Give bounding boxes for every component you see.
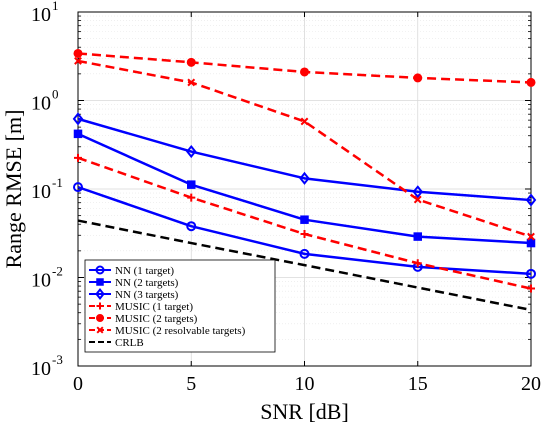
series-line xyxy=(77,185,532,276)
data-point xyxy=(300,67,309,77)
legend-swatch-marker xyxy=(95,288,105,300)
legend-item: MUSIC (2 targets) xyxy=(89,313,198,325)
legend-item: CRLB xyxy=(89,337,144,349)
data-point xyxy=(527,284,535,293)
series-line xyxy=(77,117,532,202)
series-nn-2-targets xyxy=(73,129,536,248)
legend-label: NN (3 targets) xyxy=(115,289,179,301)
y-tick-exponent: 1 xyxy=(52,0,59,13)
y-axis-title: Range RMSE [m] xyxy=(1,110,26,269)
series xyxy=(72,48,537,312)
y-tick-label: 10 xyxy=(31,358,51,380)
legend-label: NN (1 target) xyxy=(115,265,174,277)
data-point xyxy=(186,57,196,67)
data-point xyxy=(72,112,84,126)
legend-label: NN (2 targets) xyxy=(115,277,179,289)
series-music-2-targets xyxy=(73,48,536,87)
series-music-1-target xyxy=(74,153,535,293)
data-point xyxy=(526,77,536,87)
x-tick-label: 20 xyxy=(521,373,541,395)
legend: NN (1 target)NN (2 targets)NN (3 targets… xyxy=(84,259,276,353)
legend-label: MUSIC (2 targets) xyxy=(115,313,198,325)
data-point xyxy=(525,193,537,207)
y-tick-label: 10 xyxy=(31,181,51,203)
legend-label: MUSIC (2 resolvable targets) xyxy=(115,325,246,337)
data-point xyxy=(185,144,197,159)
data-point xyxy=(187,193,196,202)
legend-item: NN (3 targets) xyxy=(89,288,179,301)
data-point xyxy=(413,73,423,83)
series-line xyxy=(77,219,532,312)
legend-item: MUSIC (2 resolvable targets) xyxy=(89,325,246,337)
data-point xyxy=(73,48,83,58)
y-tick-exponent: -3 xyxy=(52,352,63,367)
legend-swatch-marker xyxy=(96,302,104,310)
y-tick-exponent: 0 xyxy=(52,87,59,102)
x-tick-label: 0 xyxy=(73,373,83,395)
data-point xyxy=(300,215,309,224)
data-point xyxy=(413,259,422,268)
data-point xyxy=(73,129,83,139)
legend-swatch-marker xyxy=(96,314,104,322)
legend-item: NN (1 target) xyxy=(89,265,174,277)
data-point xyxy=(526,238,536,248)
data-point xyxy=(74,57,82,65)
legend-swatch-marker xyxy=(96,326,104,334)
data-point xyxy=(299,171,310,185)
y-tick-label: 10 xyxy=(31,4,51,26)
legend-box xyxy=(84,259,276,353)
data-point xyxy=(413,195,422,204)
x-tick-label: 10 xyxy=(295,373,315,395)
data-point xyxy=(299,248,310,259)
y-tick-exponent: -2 xyxy=(52,264,63,279)
series-line xyxy=(77,59,532,238)
data-point xyxy=(300,230,309,239)
data-point xyxy=(413,232,422,241)
y-tick-label: 10 xyxy=(31,93,51,115)
data-point xyxy=(526,268,536,279)
data-point xyxy=(412,185,424,199)
y-tick-label: 10 xyxy=(31,270,51,292)
x-tick-label: 5 xyxy=(186,373,196,395)
legend-label: CRLB xyxy=(115,337,144,349)
data-point xyxy=(300,117,309,126)
legend-item: NN (2 targets) xyxy=(89,277,179,289)
legend-item: MUSIC (1 target) xyxy=(89,301,193,313)
data-point xyxy=(187,78,196,87)
data-point xyxy=(73,182,83,193)
legend-swatch-marker xyxy=(96,278,104,286)
data-point xyxy=(186,221,197,232)
data-point xyxy=(527,232,535,241)
series-crlb xyxy=(77,219,532,312)
y-tick-exponent: -1 xyxy=(52,175,63,190)
x-tick-label: 15 xyxy=(408,373,428,395)
data-point xyxy=(187,180,196,189)
x-axis-title: SNR [dB] xyxy=(260,399,349,424)
series-music-2-resolvable-targets xyxy=(74,57,535,241)
series-nn-3-targets xyxy=(72,112,537,207)
legend-label: MUSIC (1 target) xyxy=(115,301,193,313)
data-point xyxy=(74,153,82,162)
legend-swatch-marker xyxy=(95,265,105,275)
